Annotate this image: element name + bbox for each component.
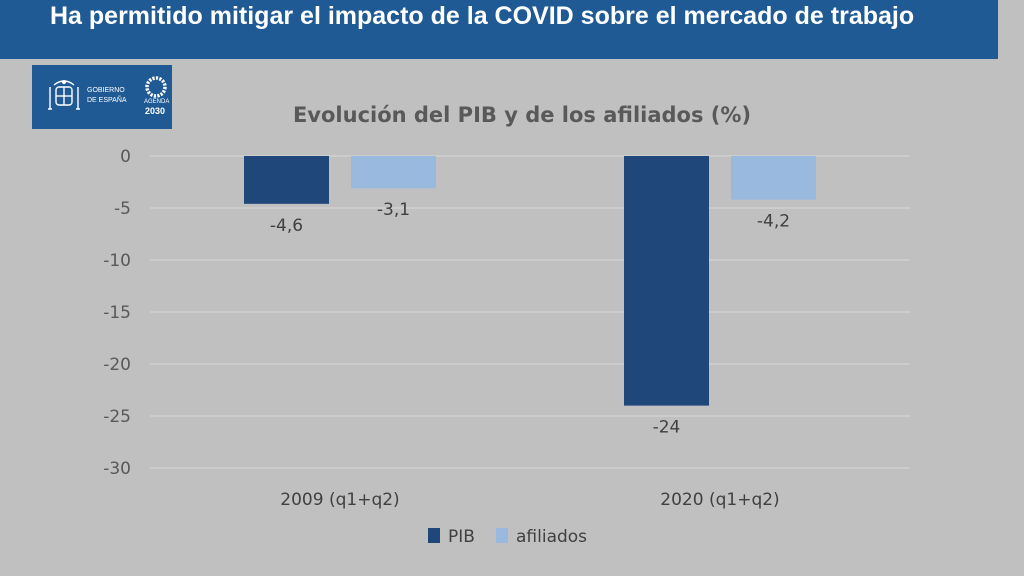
agenda-label-line1: AGENDA xyxy=(144,99,170,105)
data-label: -24 xyxy=(653,418,681,438)
gov-label-line2: DE ESPAÑA xyxy=(87,97,127,104)
slide-title: Ha permitido mitigar el impacto de la CO… xyxy=(50,2,915,30)
data-label: -3,1 xyxy=(377,200,410,220)
legend-swatch-PIB xyxy=(428,528,440,543)
x-category-label: 2020 (q1+q2) xyxy=(660,490,779,510)
agenda-label-line2: 2030 xyxy=(145,106,166,116)
y-tick-label: -10 xyxy=(103,251,131,271)
title-banner: Ha permitido mitigar el impacto de la CO… xyxy=(0,0,998,59)
y-tick-label: -15 xyxy=(103,303,131,323)
bar-afiliados xyxy=(351,156,436,189)
gov-label-line1: GOBIERNO xyxy=(87,87,125,94)
data-label: -4,2 xyxy=(757,212,790,232)
bar-PIB xyxy=(244,156,329,204)
legend-label: PIB xyxy=(448,527,475,547)
gobierno-logo: GOBIERNO DE ESPAÑA AGENDA 2030 xyxy=(32,65,172,129)
bar-PIB xyxy=(624,156,709,406)
coat-of-arms-icon xyxy=(48,76,167,110)
bar-afiliados xyxy=(731,156,816,200)
y-tick-label: 0 xyxy=(120,147,131,167)
x-category-label: 2009 (q1+q2) xyxy=(280,490,399,510)
y-tick-label: -25 xyxy=(103,407,131,427)
legend-swatch-afiliados xyxy=(496,528,508,543)
y-tick-label: -20 xyxy=(103,355,131,375)
y-tick-label: -30 xyxy=(103,459,131,479)
chart-title: Evolución del PIB y de los afiliados (%) xyxy=(293,103,751,127)
data-label: -4,6 xyxy=(270,216,303,236)
legend-label: afiliados xyxy=(516,527,587,547)
y-tick-label: -5 xyxy=(114,199,131,219)
